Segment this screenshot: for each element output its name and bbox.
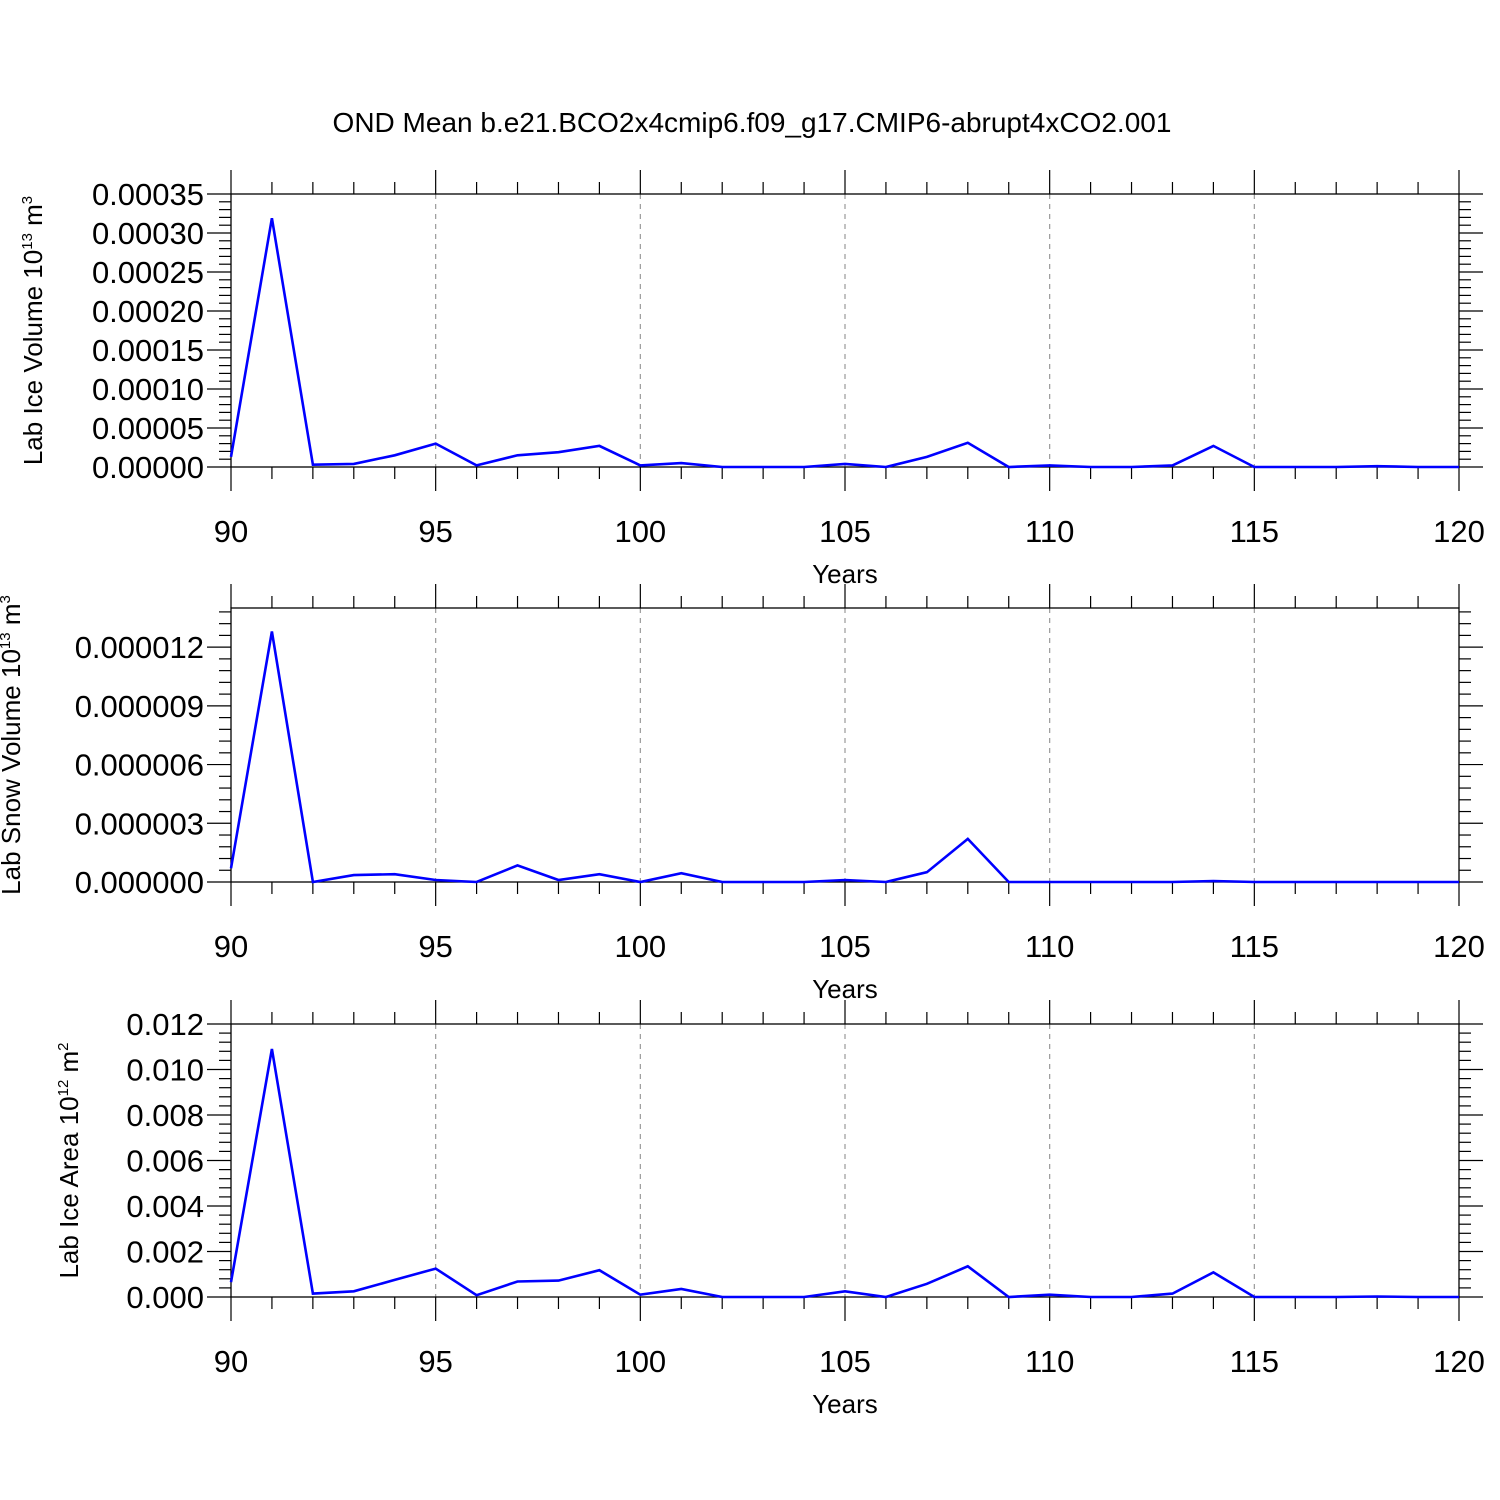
y-tick-label: 0.00035 [92, 177, 204, 212]
y-tick-label: 0.000003 [75, 806, 204, 841]
series-line [229, 217, 1459, 469]
y-tick-label: 0.006 [126, 1144, 204, 1179]
figure-title: OND Mean b.e21.BCO2x4cmip6.f09_g17.CMIP6… [333, 107, 1172, 138]
y-tick-label: 0.004 [126, 1189, 204, 1224]
panel-1: 90 95 100 105 110 115 120 0.00000 0.00005 0.00010… [18, 170, 1485, 589]
x-tick-label: 105 [819, 514, 871, 549]
y-axis-label: Lab Snow Volume 1013 m3 [0, 595, 26, 895]
y-tick-label: 0.00000 [92, 450, 204, 485]
x-axis-label: Years [812, 1389, 878, 1419]
y-tick-label: 0.000012 [75, 630, 204, 665]
series-line [229, 1048, 1459, 1299]
panels: 90 95 100 105 110 115 1200.000000.000050.00010… [0, 170, 1485, 1419]
y-tick-label: 0.00025 [92, 255, 204, 290]
y-tick-label: 0.000000 [75, 865, 204, 900]
x-tick-label: 95 [418, 514, 452, 549]
y-tick-label: 0.000006 [75, 748, 204, 783]
y-axis-label: Lab Ice Area 1012 m2 [54, 1042, 84, 1278]
y-tick-label: 0.00005 [92, 411, 204, 446]
x-tick-label: 95 [418, 929, 452, 964]
x-tick-label: 115 [1230, 1344, 1279, 1379]
y-tick-label: 0.00020 [92, 294, 204, 329]
x-tick-label: 100 [614, 1344, 666, 1379]
x-tick-label: 90 [214, 1344, 248, 1379]
series-line [229, 631, 1459, 884]
x-tick-label: 100 [614, 929, 666, 964]
x-tick-label: 120 [1433, 514, 1485, 549]
x-axis-label: Years [812, 974, 878, 1004]
x-tick-label: 120 [1433, 929, 1485, 964]
y-tick-label: 0.012 [126, 1007, 204, 1042]
x-tick-label: 110 [1025, 1344, 1074, 1379]
x-tick-label: 110 [1025, 929, 1074, 964]
x-tick-label: 90 [214, 929, 248, 964]
x-tick-label: 90 [214, 514, 248, 549]
x-tick-label: 95 [418, 1344, 452, 1379]
y-axis-label: Lab Ice Volume 1013 m3 [18, 196, 48, 465]
x-tick-label: 110 [1025, 514, 1074, 549]
panel-3: 90 95 100 105 110 115 120 0.000 0.002 0.004 0.006 0… [54, 1000, 1485, 1419]
x-tick-label: 105 [819, 1344, 871, 1379]
y-tick-label: 0.000009 [75, 689, 204, 724]
y-tick-label: 0.00015 [92, 333, 204, 368]
y-tick-label: 0.010 [126, 1053, 204, 1088]
x-tick-label: 115 [1230, 929, 1279, 964]
x-tick-label: 115 [1230, 514, 1279, 549]
y-tick-label: 0.008 [126, 1098, 204, 1133]
panel-2: 90 95 100 105 110 115 120 0.000000 0.000003 0.000… [0, 584, 1485, 1004]
y-tick-label: 0.00030 [92, 216, 204, 251]
x-tick-label: 105 [819, 929, 871, 964]
y-tick-label: 0.002 [126, 1235, 204, 1270]
x-tick-label: 100 [614, 514, 666, 549]
y-tick-label: 0.000 [126, 1280, 204, 1315]
y-tick-label: 0.00010 [92, 372, 204, 407]
x-tick-label: 120 [1433, 1344, 1485, 1379]
